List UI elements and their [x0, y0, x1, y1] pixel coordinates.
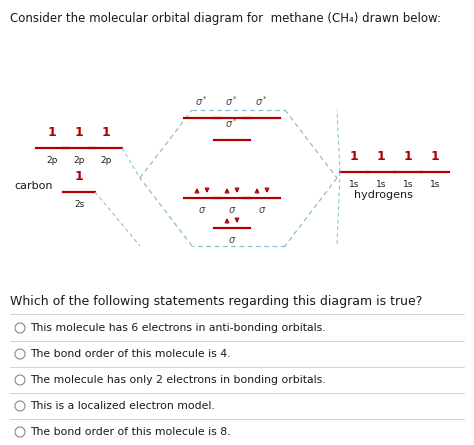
- Text: $\sigma^*$: $\sigma^*$: [195, 94, 209, 108]
- Text: 2p: 2p: [73, 156, 85, 165]
- Text: Consider the molecular orbital diagram for  methane (CH₄) drawn below:: Consider the molecular orbital diagram f…: [10, 12, 441, 25]
- Text: 1: 1: [350, 150, 358, 163]
- Text: $\sigma^*$: $\sigma^*$: [226, 94, 238, 108]
- Text: This is a localized electron model.: This is a localized electron model.: [30, 401, 215, 411]
- Text: 1s: 1s: [403, 180, 413, 189]
- Text: 1: 1: [74, 170, 83, 183]
- Text: This molecule has 6 electrons in anti-bonding orbitals.: This molecule has 6 electrons in anti-bo…: [30, 323, 326, 333]
- Text: carbon: carbon: [14, 181, 53, 191]
- Text: 1: 1: [101, 126, 110, 139]
- Text: 1s: 1s: [376, 180, 386, 189]
- Text: $\sigma$: $\sigma$: [198, 205, 206, 215]
- Text: The molecule has only 2 electrons in bonding orbitals.: The molecule has only 2 electrons in bon…: [30, 375, 326, 385]
- Text: 1: 1: [74, 126, 83, 139]
- Text: 1: 1: [377, 150, 385, 163]
- Text: 1s: 1s: [430, 180, 440, 189]
- Text: 2p: 2p: [46, 156, 58, 165]
- Text: 2s: 2s: [74, 200, 84, 209]
- Text: hydrogens: hydrogens: [354, 190, 413, 200]
- Text: $\sigma^*$: $\sigma^*$: [226, 116, 238, 130]
- Text: $\sigma$: $\sigma$: [258, 205, 266, 215]
- Text: $\sigma$: $\sigma$: [228, 235, 236, 245]
- Text: 2p: 2p: [100, 156, 112, 165]
- Text: 1: 1: [430, 150, 439, 163]
- Text: $\sigma^*$: $\sigma^*$: [255, 94, 269, 108]
- Text: 1: 1: [47, 126, 56, 139]
- Text: 1: 1: [404, 150, 412, 163]
- Text: Which of the following statements regarding this diagram is true?: Which of the following statements regard…: [10, 295, 422, 308]
- Text: The bond order of this molecule is 4.: The bond order of this molecule is 4.: [30, 349, 230, 359]
- Text: $\sigma$: $\sigma$: [228, 205, 236, 215]
- Text: The bond order of this molecule is 8.: The bond order of this molecule is 8.: [30, 427, 230, 437]
- Text: 1s: 1s: [349, 180, 359, 189]
